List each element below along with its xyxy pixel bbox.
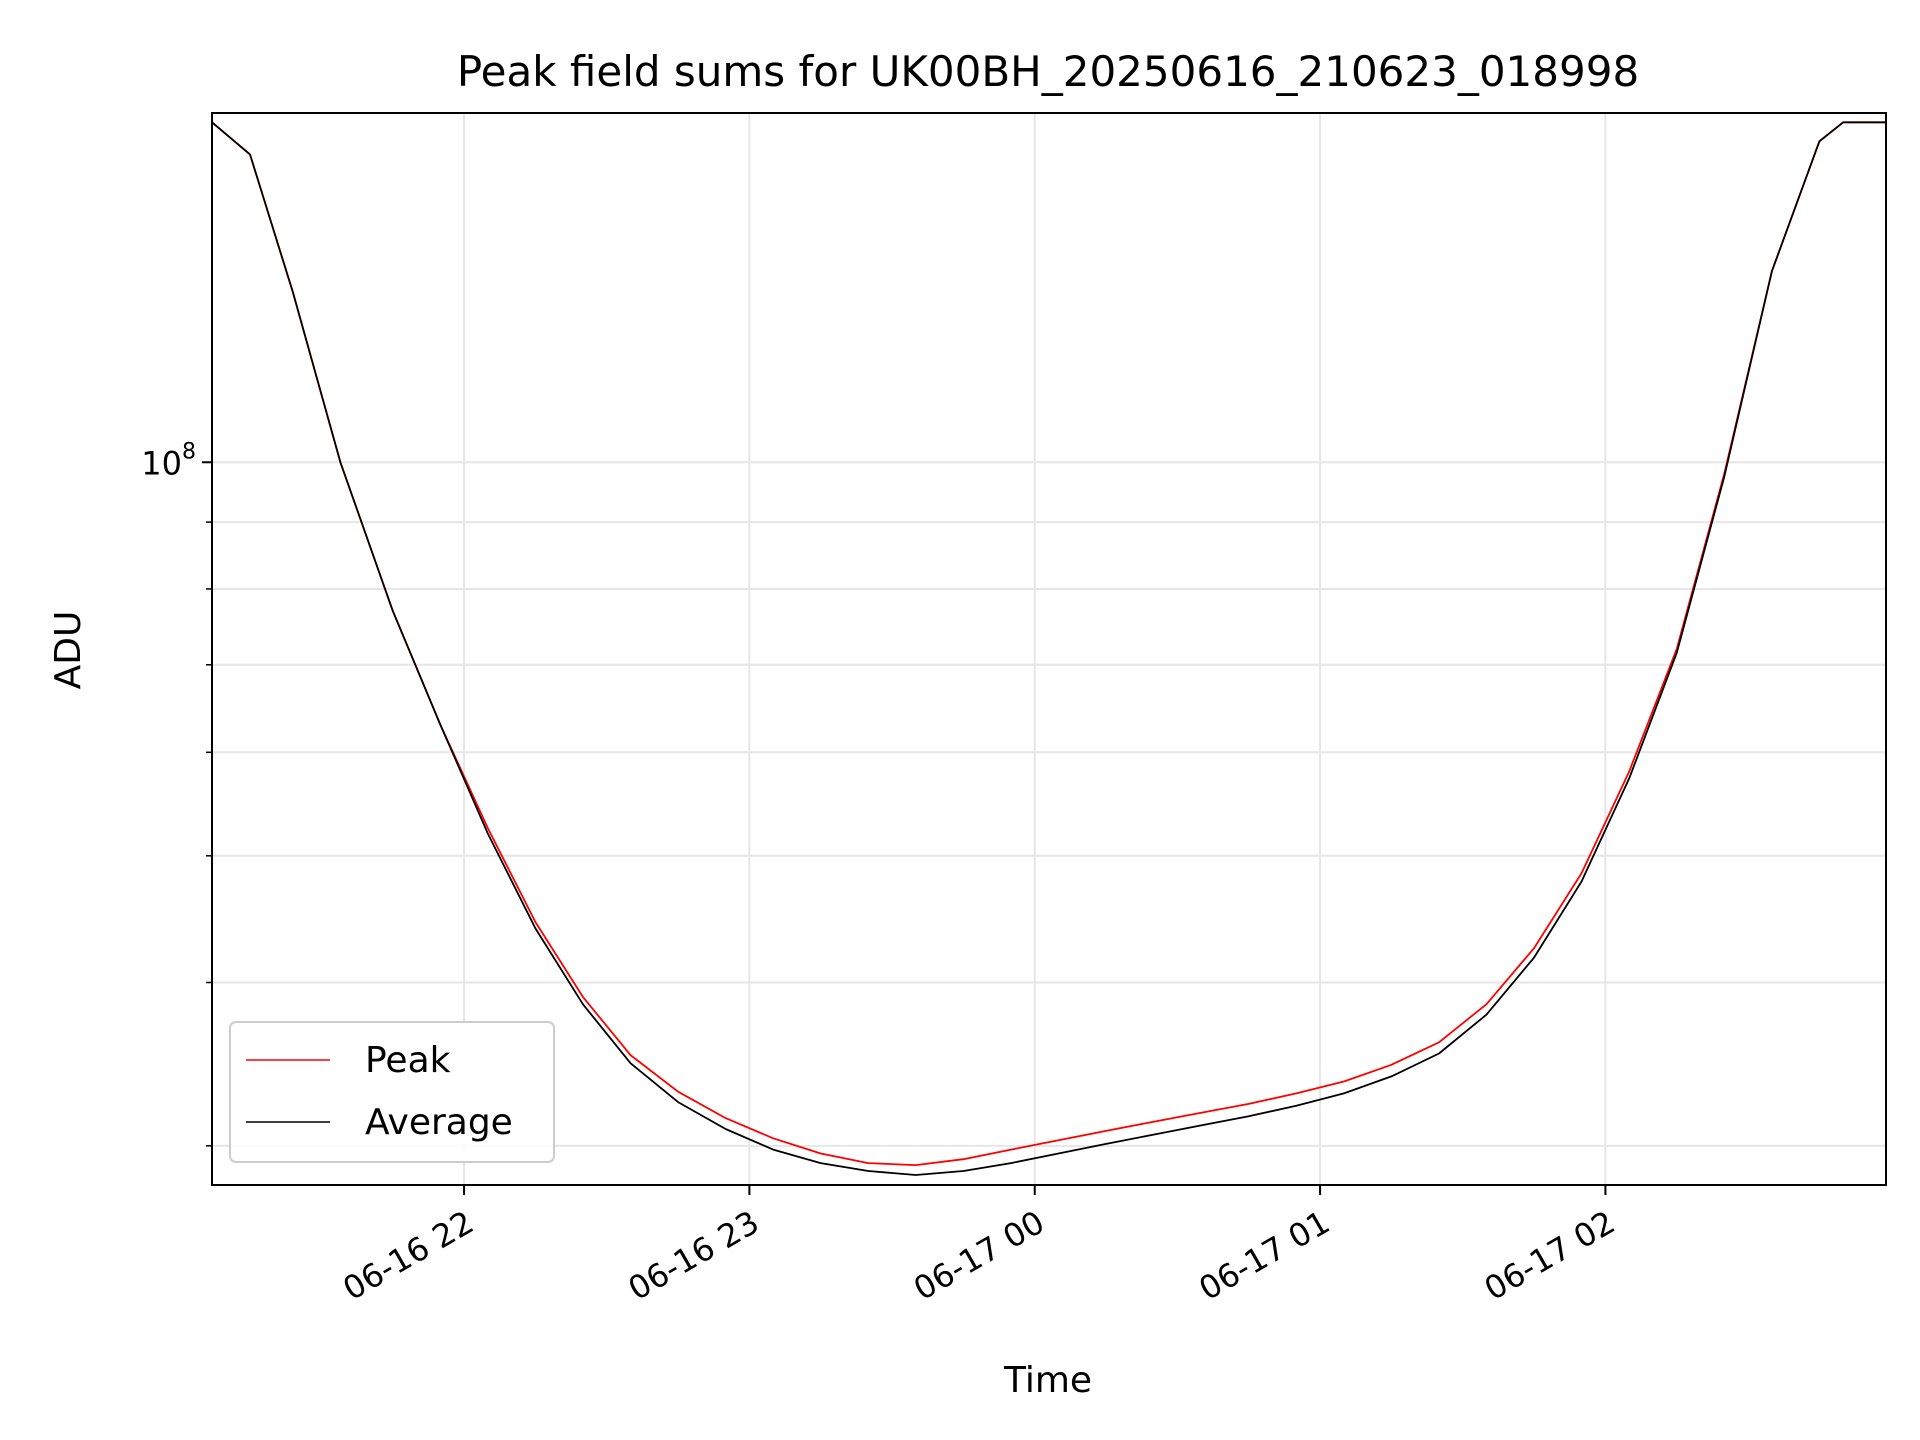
y-axis-label: ADU [48, 611, 89, 690]
x-tick-label: 06-17 02 [1478, 1203, 1622, 1308]
x-tick-label: 06-17 00 [907, 1203, 1051, 1308]
legend-label-average: Average [365, 1102, 513, 1143]
legend-label-peak: Peak [365, 1040, 451, 1081]
legend-box [229, 1021, 555, 1163]
x-axis-label: Time [1003, 1360, 1092, 1401]
grid [212, 113, 1886, 1185]
y-tick-label: 108 [141, 439, 196, 482]
series-line-peak [211, 121, 1886, 1166]
x-tick-label: 06-17 01 [1192, 1203, 1336, 1308]
plot-frame [211, 112, 1887, 1186]
x-tick-label: 06-16 22 [336, 1203, 480, 1308]
x-tick-label: 06-16 23 [622, 1203, 766, 1308]
legend: Peak Average [229, 1021, 555, 1163]
series-layer [211, 121, 1886, 1176]
series-line-average [211, 121, 1886, 1176]
ticks: 108 06-16 22 06-16 23 06-17 00 06-17 01 06-17… [141, 439, 1621, 1308]
chart-title: Peak field sums for UK00BH_20250616_2106… [457, 47, 1639, 96]
